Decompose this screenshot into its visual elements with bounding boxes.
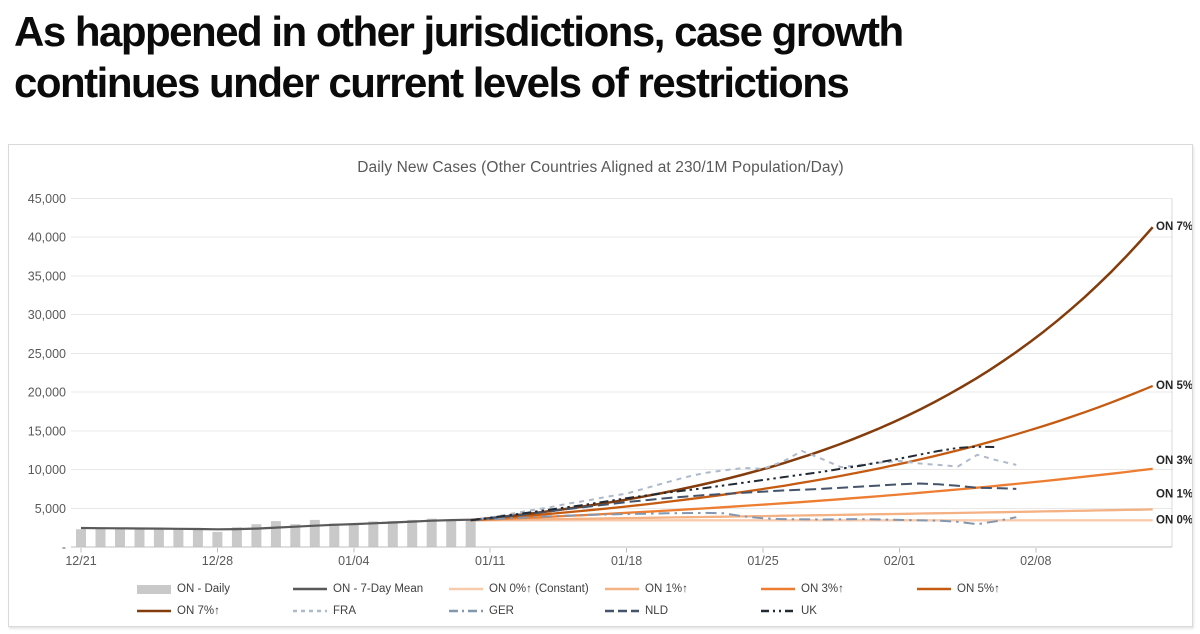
y-axis-tick-label: 45,000 [28,192,66,206]
chart-bar [465,520,476,547]
chart-bar [270,521,281,547]
y-axis-tick-label: 20,000 [28,386,66,400]
chart-bar [407,519,418,547]
legend-item: ON 7%↑ [137,601,293,621]
legend-label: ON 3%↑ [801,583,844,595]
chart-bar [212,531,223,547]
series-line-ger [470,511,1017,526]
chart-bar [95,529,106,547]
x-axis-tick-label: 01/25 [747,554,778,568]
chart-legend-row-2: ON 7%↑ FRA GER NLD UK [137,601,1187,621]
x-axis-tick-label: 12/28 [202,554,233,568]
y-axis-tick-label: 30,000 [28,308,66,322]
x-axis-tick-label: 02/01 [884,554,915,568]
y-axis-tick-label: 40,000 [28,231,66,245]
y-axis-tick-label: - [62,541,66,555]
x-axis-tick-label: 01/11 [475,554,505,568]
legend-bar-swatch [137,585,171,594]
series-line-on-1 [470,508,1153,522]
legend-label: GER [489,605,514,617]
legend-swatch-line [293,587,327,591]
series-line-on-7 [470,226,1154,522]
page-title-line2: continues under current levels of restri… [14,59,850,106]
chart-bar [348,523,359,547]
legend-item: NLD [605,601,761,621]
page-title: As happened in other jurisdictions, case… [14,6,1114,108]
chart-bar [426,518,437,547]
series-line-fra [470,450,1017,522]
legend-item: ON - Daily [137,579,293,599]
chart-bar [446,519,457,547]
legend-swatch-line [449,609,483,613]
legend-swatch-bar [137,585,171,594]
legend-item: UK [761,601,917,621]
legend-label: NLD [645,605,669,617]
legend-swatch-line [761,587,795,591]
chart-bar [76,529,86,547]
legend-item: ON 5%↑ [917,579,1073,599]
chart-bar [290,524,301,547]
series-line-nld [470,482,1017,522]
legend-item: GER [449,601,605,621]
legend-swatch-line [761,609,795,613]
legend-item: FRA [293,601,449,621]
series-end-label-on-5: ON 5%↑ [1156,380,1192,392]
legend-label: UK [801,605,817,617]
legend-swatch-line [605,609,639,613]
series-line-on-5 [470,384,1154,522]
legend-item: ON 1%↑ [605,579,761,599]
legend-label: FRA [333,605,356,617]
legend-label: ON - 7-Day Mean [333,583,424,595]
chart-bar [309,519,320,547]
legend-label: ON 1%↑ [645,583,688,595]
page-title-line1: As happened in other jurisdictions, case… [14,8,904,55]
legend-label: ON - Daily [177,583,231,595]
x-axis-tick-label: 01/04 [338,554,369,568]
y-axis-tick-label: 10,000 [28,463,66,477]
chart-bar [134,529,145,547]
x-axis-tick-label: 01/18 [611,554,642,568]
chart-legend-row-1: ON - Daily ON - 7-Day Mean ON 0%↑ (Constan… [137,579,1187,599]
series-end-label-on-1: ON 1%↑ [1156,488,1192,500]
series-line-on-7-day-mean [80,518,471,531]
chart-title: Daily New Cases (Other Countries Aligned… [357,159,844,176]
series-line-uk [470,445,997,522]
chart-bar [173,529,184,547]
chart-bar [153,529,164,547]
chart-bar [192,529,203,547]
chart-bar [329,523,340,547]
legend-item: ON 0%↑ (Constant) [449,579,605,599]
y-axis-tick-label: 5,000 [35,502,66,516]
chart-bar [251,524,262,547]
legend-swatch-line [293,609,327,613]
chart-bar [368,521,379,547]
x-axis-tick-label: 12/21 [65,554,96,568]
series-line-on-3 [470,467,1153,522]
legend-swatch-line [917,587,951,591]
chart-bar [115,528,125,547]
series-end-label-on-0-constant: ON 0%↑ [1156,514,1192,526]
legend-swatch-line [605,587,639,591]
legend-label: ON 5%↑ [957,583,1000,595]
chart-bar [387,521,398,547]
series-end-label-on-7: ON 7%↑ [1156,221,1192,233]
legend-swatch-line [137,609,171,613]
chart-card: ON 0%↑ ON 1%↑ ON 3%↑ ON 5%↑ ON 7%↑ 12/21 12/28… [8,144,1193,627]
chart-bar [231,527,242,547]
x-axis-tick-label: 02/08 [1020,554,1051,568]
y-axis-tick-label: 15,000 [28,424,66,438]
y-axis-tick-label: 25,000 [28,347,66,361]
legend-label: ON 7%↑ [177,605,220,617]
chart-plot-area: ON 0%↑ ON 1%↑ ON 3%↑ ON 5%↑ ON 7%↑ 12/21 12/28… [28,192,1192,568]
series-end-label-on-3: ON 3%↑ [1156,455,1192,467]
legend-item: ON 3%↑ [761,579,917,599]
y-axis-tick-label: 35,000 [28,269,66,283]
legend-label: ON 0%↑ (Constant) [489,583,589,595]
legend-item: ON - 7-Day Mean [293,579,449,599]
legend-swatch-line [449,587,483,591]
